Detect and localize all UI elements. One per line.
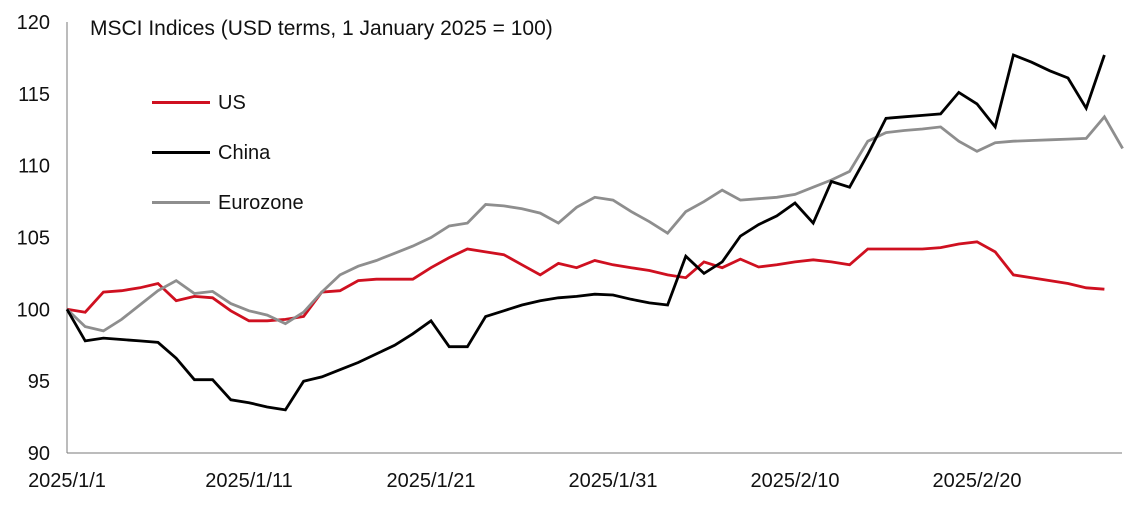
y-tick-label: 110 bbox=[18, 156, 50, 178]
china-line-swatch bbox=[152, 151, 210, 154]
china-line bbox=[65, 53, 1106, 412]
chart-title: MSCI Indices (USD terms, 1 January 2025 … bbox=[90, 17, 553, 40]
legend-label-eurozone: Eurozone bbox=[218, 191, 304, 214]
legend-item-eurozone: Eurozone bbox=[152, 191, 304, 214]
y-tick-label: 95 bbox=[28, 371, 50, 393]
us-line-swatch bbox=[152, 101, 210, 104]
legend-label-us: US bbox=[218, 91, 246, 114]
x-tick-label: 2025/1/21 bbox=[387, 470, 476, 492]
x-tick-label: 2025/2/20 bbox=[933, 470, 1022, 492]
eurozone-line bbox=[66, 114, 1124, 333]
legend-item-us: US bbox=[152, 91, 304, 114]
legend: US China Eurozone bbox=[152, 91, 304, 214]
legend-label-china: China bbox=[218, 141, 271, 164]
x-tick-label: 2025/1/1 bbox=[28, 470, 106, 492]
eurozone-line-swatch bbox=[152, 201, 210, 204]
x-tick-label: 2025/1/31 bbox=[569, 470, 658, 492]
us-line bbox=[66, 240, 1105, 323]
y-tick-label: 120 bbox=[17, 12, 50, 34]
y-tick-label: 90 bbox=[28, 443, 50, 465]
y-tick-label: 115 bbox=[18, 84, 50, 106]
legend-item-china: China bbox=[152, 141, 304, 164]
x-tick-label: 2025/2/10 bbox=[751, 470, 840, 492]
y-tick-label: 100 bbox=[17, 299, 50, 321]
x-tick-label: 2025/1/11 bbox=[205, 470, 293, 492]
y-tick-label: 105 bbox=[17, 228, 50, 250]
